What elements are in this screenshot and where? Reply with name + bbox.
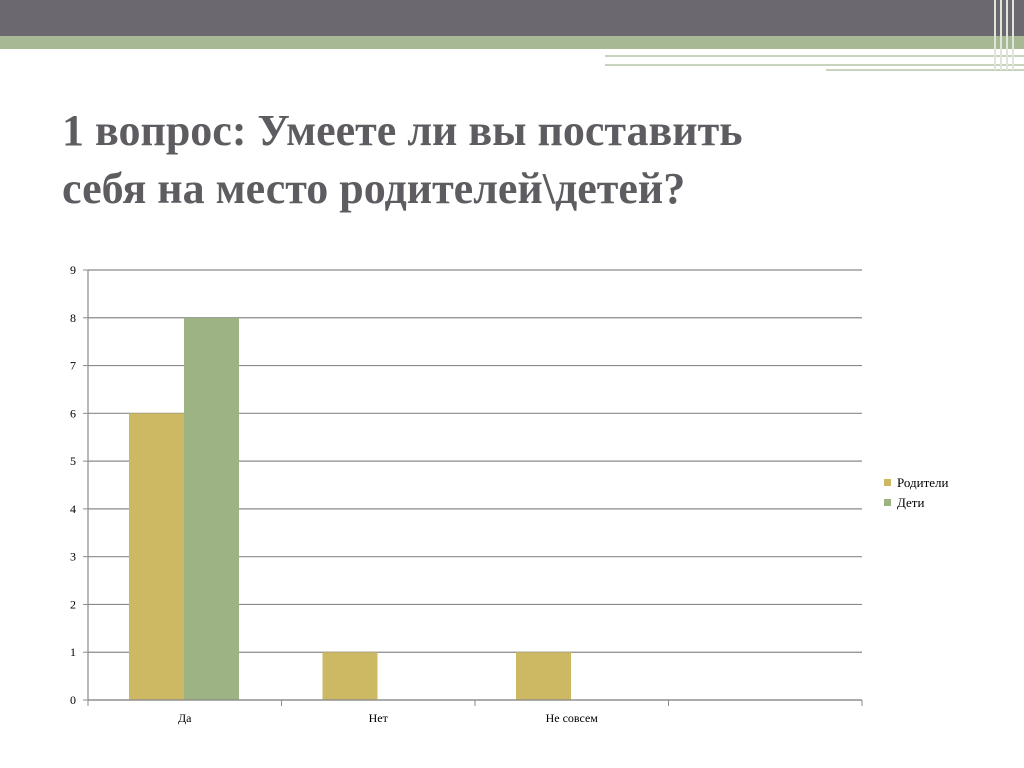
legend-swatch-0 — [884, 479, 891, 486]
y-tick-label-5: 5 — [70, 454, 76, 468]
y-tick-label-6: 6 — [70, 406, 76, 420]
y-tick-label-7: 7 — [70, 359, 76, 373]
y-tick-label-1: 1 — [70, 645, 76, 659]
bar-0-2 — [516, 652, 571, 700]
y-tick-label-0: 0 — [70, 693, 76, 707]
slide-title-line-1: 1 вопрос: Умеете ли вы поставить — [62, 106, 743, 155]
y-tick-label-8: 8 — [70, 311, 76, 325]
bar-0-1 — [322, 652, 378, 700]
bar-0-0 — [129, 413, 184, 700]
bar-1-0 — [184, 317, 239, 700]
y-tick-label-3: 3 — [70, 550, 76, 564]
header-accent-line-2 — [605, 64, 1024, 66]
legend-swatch-1 — [884, 499, 891, 506]
header-stripe-1 — [994, 0, 996, 70]
header-accent-line-1 — [605, 55, 1024, 57]
x-tick-label-0: Да — [178, 711, 192, 725]
header-stripe-2 — [1000, 0, 1002, 70]
y-tick-label-9: 9 — [70, 263, 76, 277]
slide-title: 1 вопрос: Умеете ли вы поставить себя на… — [62, 102, 942, 218]
header-accent-band — [0, 36, 1024, 49]
header-bar — [0, 0, 1024, 36]
y-tick-label-4: 4 — [70, 502, 76, 516]
legend-label-1: Дети — [897, 495, 924, 510]
legend-label-0: Родители — [897, 475, 949, 490]
header-stripe-4 — [1012, 0, 1014, 70]
header-accent-line-3 — [826, 69, 1024, 71]
x-tick-label-1: Нет — [369, 711, 389, 725]
bar-chart: 0 1 2 3 4 5 6 7 8 9 Да Нет Не совсем Родители Дети — [70, 263, 949, 725]
slide-title-line-2: себя на место родителей\детей? — [62, 164, 686, 213]
y-tick-label-2: 2 — [70, 597, 76, 611]
header-stripe-3 — [1006, 0, 1008, 70]
x-tick-label-2: Не совсем — [546, 711, 599, 725]
